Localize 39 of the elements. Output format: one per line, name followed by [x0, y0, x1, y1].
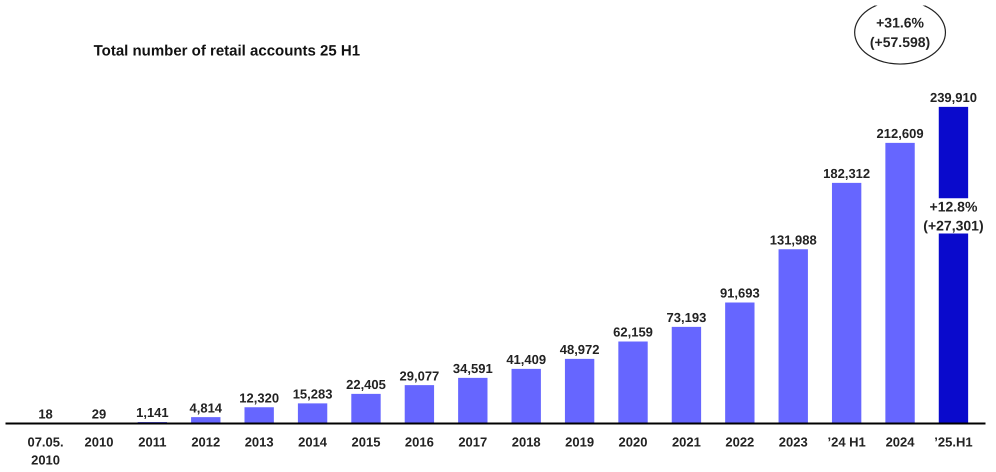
data-label: 18 — [38, 406, 53, 422]
data-label: 15,283 — [292, 386, 332, 402]
x-tick-label: 2018 — [512, 434, 541, 450]
x-tick-label: 2023 — [778, 434, 808, 450]
x-tick-label: 2012 — [191, 434, 220, 450]
data-label: 131,988 — [770, 232, 817, 248]
x-tick-label: ’25.H1 — [934, 434, 973, 450]
data-label: 73,193 — [666, 310, 706, 326]
annotation: +12.8% (+27,301) — [923, 198, 984, 234]
x-tick-label: ’24 H1 — [827, 434, 866, 450]
x-tick-label: 2022 — [725, 434, 754, 450]
data-label: 182,312 — [823, 166, 870, 182]
data-label: 239,910 — [930, 90, 977, 106]
data-label: 48,972 — [560, 342, 600, 358]
x-tick-label: 07.05. 2010 — [27, 434, 64, 468]
data-label: 34,591 — [452, 361, 493, 376]
data-label: 4,814 — [190, 400, 223, 416]
data-label: 91,693 — [720, 286, 760, 301]
x-tick-label: 2020 — [618, 434, 648, 450]
x-tick-label: 2015 — [352, 434, 380, 450]
x-tick-label: 2021 — [672, 434, 701, 450]
data-label: 22,405 — [346, 377, 386, 392]
x-tick-label: 2013 — [244, 434, 274, 450]
text: +31.6% (+57.598) — [870, 14, 930, 50]
data-label: 1,141 — [136, 405, 169, 420]
data-label: 212,609 — [876, 126, 924, 142]
data-label: 29 — [92, 406, 106, 422]
x-tick-label: 2016 — [404, 434, 434, 450]
data-label: 29,077 — [400, 368, 440, 384]
x-tick-label: 2019 — [565, 434, 594, 450]
data-label: 62,159 — [613, 324, 653, 340]
data-label: 41,409 — [506, 352, 546, 368]
x-tick-label: 2024 — [886, 434, 916, 450]
x-tick-label: 2017 — [458, 434, 488, 450]
x-tick-label: 2010 — [84, 434, 114, 450]
x-tick-label: 2011 — [138, 434, 166, 450]
data-label: 12,320 — [239, 390, 280, 406]
x-tick-label: 2014 — [298, 434, 328, 450]
chart-title: Total number of retail accounts 25 H1 — [94, 42, 360, 60]
